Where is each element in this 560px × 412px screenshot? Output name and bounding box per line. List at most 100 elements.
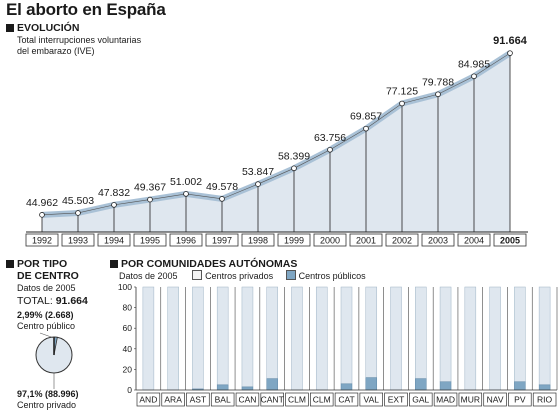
comunidades-bar-privados <box>142 286 155 391</box>
comunidades-datos: Datos de 2005 <box>119 271 178 281</box>
evolucion-year-label: 1993 <box>68 236 88 246</box>
evolucion-year-label: 1995 <box>140 236 160 246</box>
evolucion-year-label: 2001 <box>356 236 376 246</box>
tipo-centro-datos: Datos de 2005 <box>17 283 76 293</box>
comunidades-category-label: AND <box>139 395 157 405</box>
evolucion-area <box>42 53 510 232</box>
comunidades-category-box <box>384 392 408 407</box>
comunidades-category-box <box>260 392 284 407</box>
evolucion-year-label: 1998 <box>248 236 268 246</box>
evolucion-value-label: 91.664 <box>493 35 528 47</box>
publico-pct: 2,99% (2.668) <box>17 310 74 320</box>
comunidades-category-label: BAL <box>215 395 231 405</box>
evolucion-value-label: 79.788 <box>422 76 454 88</box>
evolucion-value-label: 51.002 <box>170 176 202 188</box>
evolucion-point <box>507 50 513 56</box>
evolucion-year-label: 1994 <box>104 236 124 246</box>
evolucion-year-label: 1992 <box>32 236 52 246</box>
comunidades-bar-publicos <box>216 384 229 391</box>
evolucion-point <box>255 181 261 187</box>
comunidades-legend: Datos de 2005 Centros privados Centros p… <box>119 270 366 282</box>
comunidades-category-label: CAN <box>238 395 256 405</box>
comunidades-category-label: CLM <box>313 395 331 405</box>
comunidades-heading-text: POR COMUNIDADES AUTÓNOMAS <box>121 258 298 270</box>
legend-swatch-publicos <box>285 270 296 280</box>
comunidades-bar-privados <box>241 286 254 388</box>
evolucion-point <box>183 191 189 197</box>
evolucion-year-box <box>277 233 311 247</box>
evolucion-subtitle-line2: del embarazo (IVE) <box>17 46 95 56</box>
evolucion-point <box>75 210 81 216</box>
tipo-centro-heading-line1: POR TIPO <box>17 258 68 270</box>
evolucion-value-label: 63.756 <box>314 132 346 144</box>
evolucion-value-label: 45.503 <box>62 195 94 207</box>
comunidades-category-label: MAD <box>436 395 455 405</box>
comunidades-category-label: CAT <box>338 395 354 405</box>
page-title: El aborto en España <box>6 0 166 19</box>
evolucion-year-box <box>241 233 275 247</box>
tipo-centro-heading-line2: DE CENTRO <box>17 270 79 282</box>
evolucion-heading: EVOLUCIÓN <box>6 22 79 34</box>
comunidades-bar-publicos <box>415 378 427 391</box>
evolucion-subtitle: Total interrupciones voluntarias del emb… <box>17 35 141 57</box>
comunidades-category-label: ARA <box>164 395 182 405</box>
comunidades-category-box <box>458 392 483 407</box>
comunidades-bar-privados <box>266 286 278 379</box>
evolucion-value-label: 47.832 <box>98 187 130 199</box>
comunidades-bar-privados <box>464 286 477 391</box>
comunidades-y-tick-label: 0 <box>127 385 132 395</box>
comunidades-category-label: MUR <box>461 395 480 405</box>
evolucion-value-label: 49.578 <box>206 181 238 193</box>
evolucion-point <box>39 212 45 218</box>
evolucion-point <box>435 91 441 98</box>
comunidades-category-box <box>285 392 309 407</box>
comunidades-bar-publicos <box>365 377 378 391</box>
evolucion-value-label: 69.857 <box>350 111 382 123</box>
evolucion-year-label: 1997 <box>212 236 232 246</box>
comunidades-category-box <box>483 392 507 407</box>
comunidades-bar-privados <box>538 286 551 386</box>
evolucion-year-label: 2003 <box>428 236 448 246</box>
comunidades-bar-publicos <box>439 381 452 391</box>
evolucion-year-box <box>205 233 239 247</box>
comunidades-bar-privados <box>340 286 353 385</box>
comunidades-bar-privados <box>192 286 204 390</box>
privado-pct: 97,1% (88.996) <box>17 389 79 399</box>
comunidades-bar-privados <box>439 286 452 383</box>
evolucion-year-box <box>133 233 167 247</box>
tipo-centro-pie <box>35 332 73 389</box>
evolucion-year-box <box>385 233 419 247</box>
comunidades-category-label: EXT <box>388 395 405 405</box>
evolucion-year-box <box>61 233 95 247</box>
evolucion-value-label: 58.399 <box>278 150 310 162</box>
comunidades-bar-publicos <box>514 381 526 391</box>
comunidades-y-tick-label: 60 <box>123 323 133 333</box>
tipo-centro-heading: POR TIPO DE CENTRO <box>6 258 79 282</box>
comunidades-category-box <box>359 392 383 407</box>
evolucion-series-line <box>41 52 511 216</box>
comunidades-category-box <box>334 392 359 407</box>
evolucion-value-label: 49.367 <box>134 182 166 194</box>
comunidades-y-tick-label: 20 <box>123 364 133 374</box>
comunidades-bar-privados <box>167 286 179 391</box>
evolucion-point <box>291 165 297 172</box>
comunidades-bar-publicos <box>266 378 278 391</box>
comunidades-bar-privados <box>216 286 229 386</box>
comunidades-category-label: GAL <box>412 395 429 405</box>
comunidades-category-box <box>161 392 185 407</box>
evolucion-point <box>399 100 405 107</box>
evolucion-year-box <box>169 233 203 247</box>
pie-leader-publico <box>39 332 55 339</box>
comunidades-category-box <box>508 392 532 407</box>
comunidades-category-box <box>210 392 235 407</box>
comunidades-category-box <box>409 392 433 407</box>
comunidades-heading: POR COMUNIDADES AUTÓNOMAS <box>110 258 297 270</box>
comunidades-bar-publicos <box>538 384 551 391</box>
comunidades-category-label: CLM <box>288 395 306 405</box>
comunidades-bar-privados <box>315 286 328 391</box>
comunidades-y-tick-label: 40 <box>123 344 133 354</box>
comunidades-bar-privados <box>489 286 501 391</box>
comunidades-category-box <box>186 392 210 407</box>
evolucion-year-label: 2004 <box>464 236 484 246</box>
